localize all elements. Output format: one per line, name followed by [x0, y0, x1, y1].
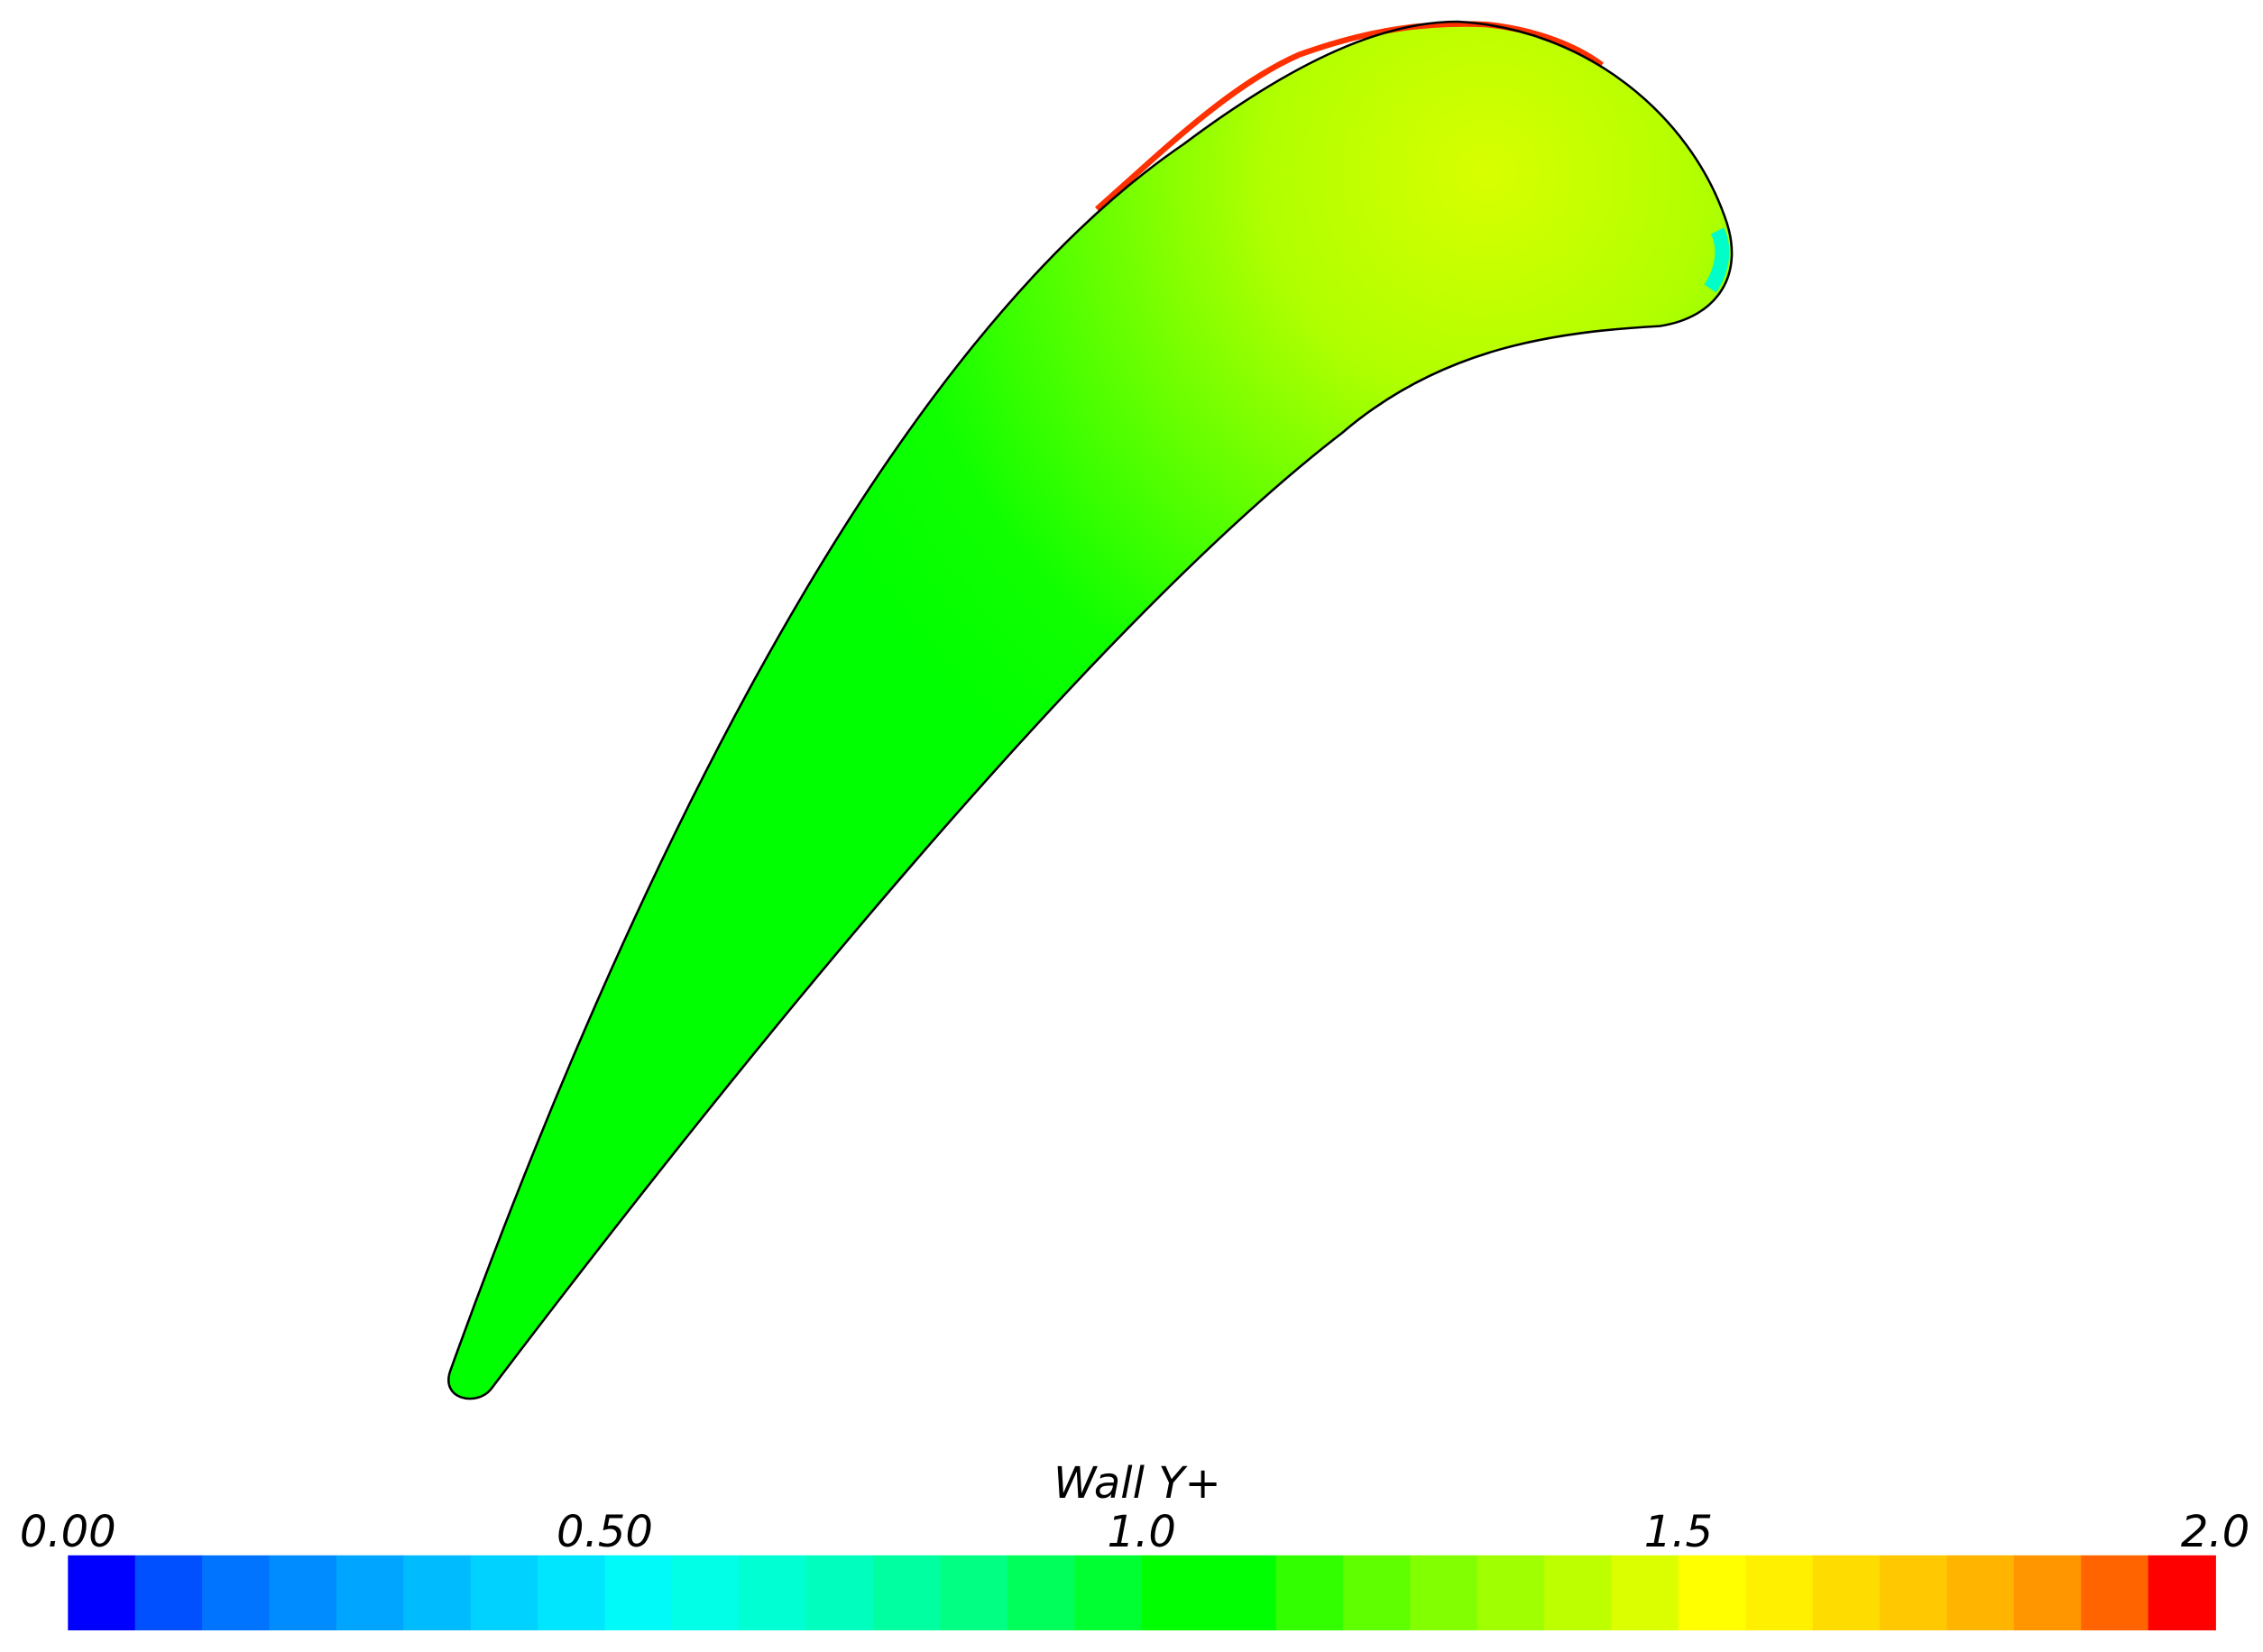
colorbar-bin: [403, 1555, 472, 1630]
colorbar-bin: [1141, 1555, 1210, 1630]
colorbar-bin: [1946, 1555, 2015, 1630]
colorbar-bin: [2013, 1555, 2083, 1630]
colorbar-bin: [873, 1555, 942, 1630]
blade-edge-high: [1094, 21, 1605, 212]
colorbar-bin: [1209, 1555, 1277, 1630]
colorbar-bin: [1074, 1555, 1143, 1630]
colorbar-bin: [1275, 1555, 1344, 1630]
colorbar: 0.00 0.50 1.0 1.5 2.0: [20, 1507, 2249, 1630]
colorbar-bin: [1745, 1555, 1814, 1630]
colorbar-bin: [1007, 1555, 1076, 1630]
colorbar-bin: [739, 1555, 807, 1630]
colorbar-bin: [1812, 1555, 1881, 1630]
blade-edge-low: [1704, 227, 1730, 293]
colorbar-bin: [1544, 1555, 1613, 1630]
colorbar-bin: [1611, 1555, 1679, 1630]
colorbar-bin: [538, 1555, 606, 1630]
colorbar-bin: [336, 1555, 405, 1630]
colorbar-bin: [671, 1555, 741, 1630]
blade-surface: [448, 22, 1733, 1400]
blade: [447, 20, 1734, 1400]
colorbar-bin: [1880, 1555, 1948, 1630]
colorbar-bin: [805, 1555, 874, 1630]
blade-outline: [447, 20, 1734, 1400]
colorbar-bin: [2148, 1555, 2216, 1630]
colorbar-bin: [202, 1555, 271, 1630]
colorbar-bin: [604, 1555, 673, 1630]
colorbar-title: Wall Y+: [1053, 1458, 1221, 1509]
colorbar-bin: [2081, 1555, 2149, 1630]
colorbar-tick-label: 1.5: [1644, 1507, 1713, 1557]
colorbar-bin: [68, 1555, 136, 1630]
colorbar-bin: [1476, 1555, 1545, 1630]
colorbar-bin: [269, 1555, 337, 1630]
colorbar-bin: [1342, 1555, 1412, 1630]
colorbar-bin: [1410, 1555, 1478, 1630]
colorbar-tick-label: 1.0: [1108, 1507, 1176, 1557]
colorbar-bin: [1678, 1555, 1747, 1630]
colorbar-tick-label: 0.50: [557, 1507, 653, 1557]
colorbar-bin: [470, 1555, 538, 1630]
colorbar-tick-label: 0.00: [20, 1507, 116, 1557]
colorbar-tick-label: 2.0: [2181, 1507, 2249, 1557]
colorbar-bin: [134, 1555, 203, 1630]
colorbar-bin: [940, 1555, 1008, 1630]
